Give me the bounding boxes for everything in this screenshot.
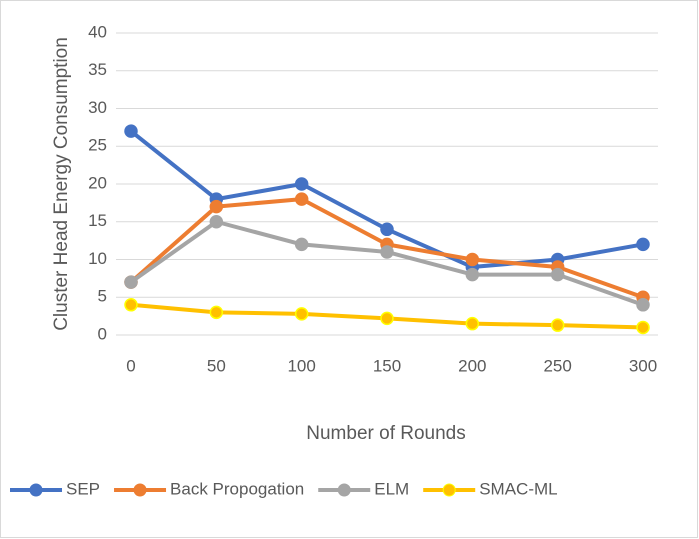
legend-label: ELM <box>374 479 409 498</box>
y-tick-label: 20 <box>88 173 107 192</box>
data-point <box>636 298 650 312</box>
data-point <box>550 267 565 282</box>
x-tick-label: 150 <box>373 356 401 375</box>
data-point <box>380 311 394 326</box>
legend-label: SMAC-ML <box>479 479 557 498</box>
data-point <box>124 275 138 289</box>
x-tick-label: 50 <box>207 356 226 375</box>
y-tick-label: 10 <box>88 249 107 268</box>
legend-label: Back Propogation <box>170 479 304 498</box>
data-point <box>209 199 224 214</box>
data-point <box>380 222 394 237</box>
legend-marker <box>442 483 456 497</box>
data-point <box>209 215 224 229</box>
data-point <box>550 318 565 332</box>
y-tick-label: 0 <box>98 324 107 343</box>
y-tick-label: 25 <box>88 136 107 155</box>
data-point <box>465 316 480 331</box>
x-axis-label: Number of Rounds <box>306 423 465 444</box>
data-point <box>294 177 309 191</box>
legend-marker <box>337 483 351 497</box>
x-tick-label: 200 <box>458 356 486 375</box>
x-tick-label: 250 <box>543 356 571 375</box>
x-tick-label: 100 <box>287 356 315 375</box>
legend-label: SEP <box>66 479 100 498</box>
data-point <box>636 237 650 252</box>
y-axis-label: Cluster Head Energy Consumption <box>51 37 72 331</box>
x-tick-label: 300 <box>629 356 657 375</box>
data-point <box>465 267 480 282</box>
y-tick-label: 40 <box>88 22 107 41</box>
x-tick-label: 0 <box>126 356 135 375</box>
data-point <box>636 320 650 335</box>
data-point <box>294 307 309 321</box>
data-point <box>124 124 138 138</box>
data-point <box>124 298 138 312</box>
data-point <box>380 245 394 259</box>
y-tick-label: 30 <box>88 98 107 117</box>
y-tick-label: 5 <box>98 287 107 306</box>
y-tick-label: 35 <box>88 60 107 79</box>
legend-marker <box>29 483 43 497</box>
data-point <box>465 252 480 267</box>
y-tick-label: 15 <box>88 211 107 230</box>
data-point <box>294 237 309 252</box>
data-point <box>209 305 224 320</box>
data-point <box>294 192 309 206</box>
legend-marker <box>133 483 147 497</box>
